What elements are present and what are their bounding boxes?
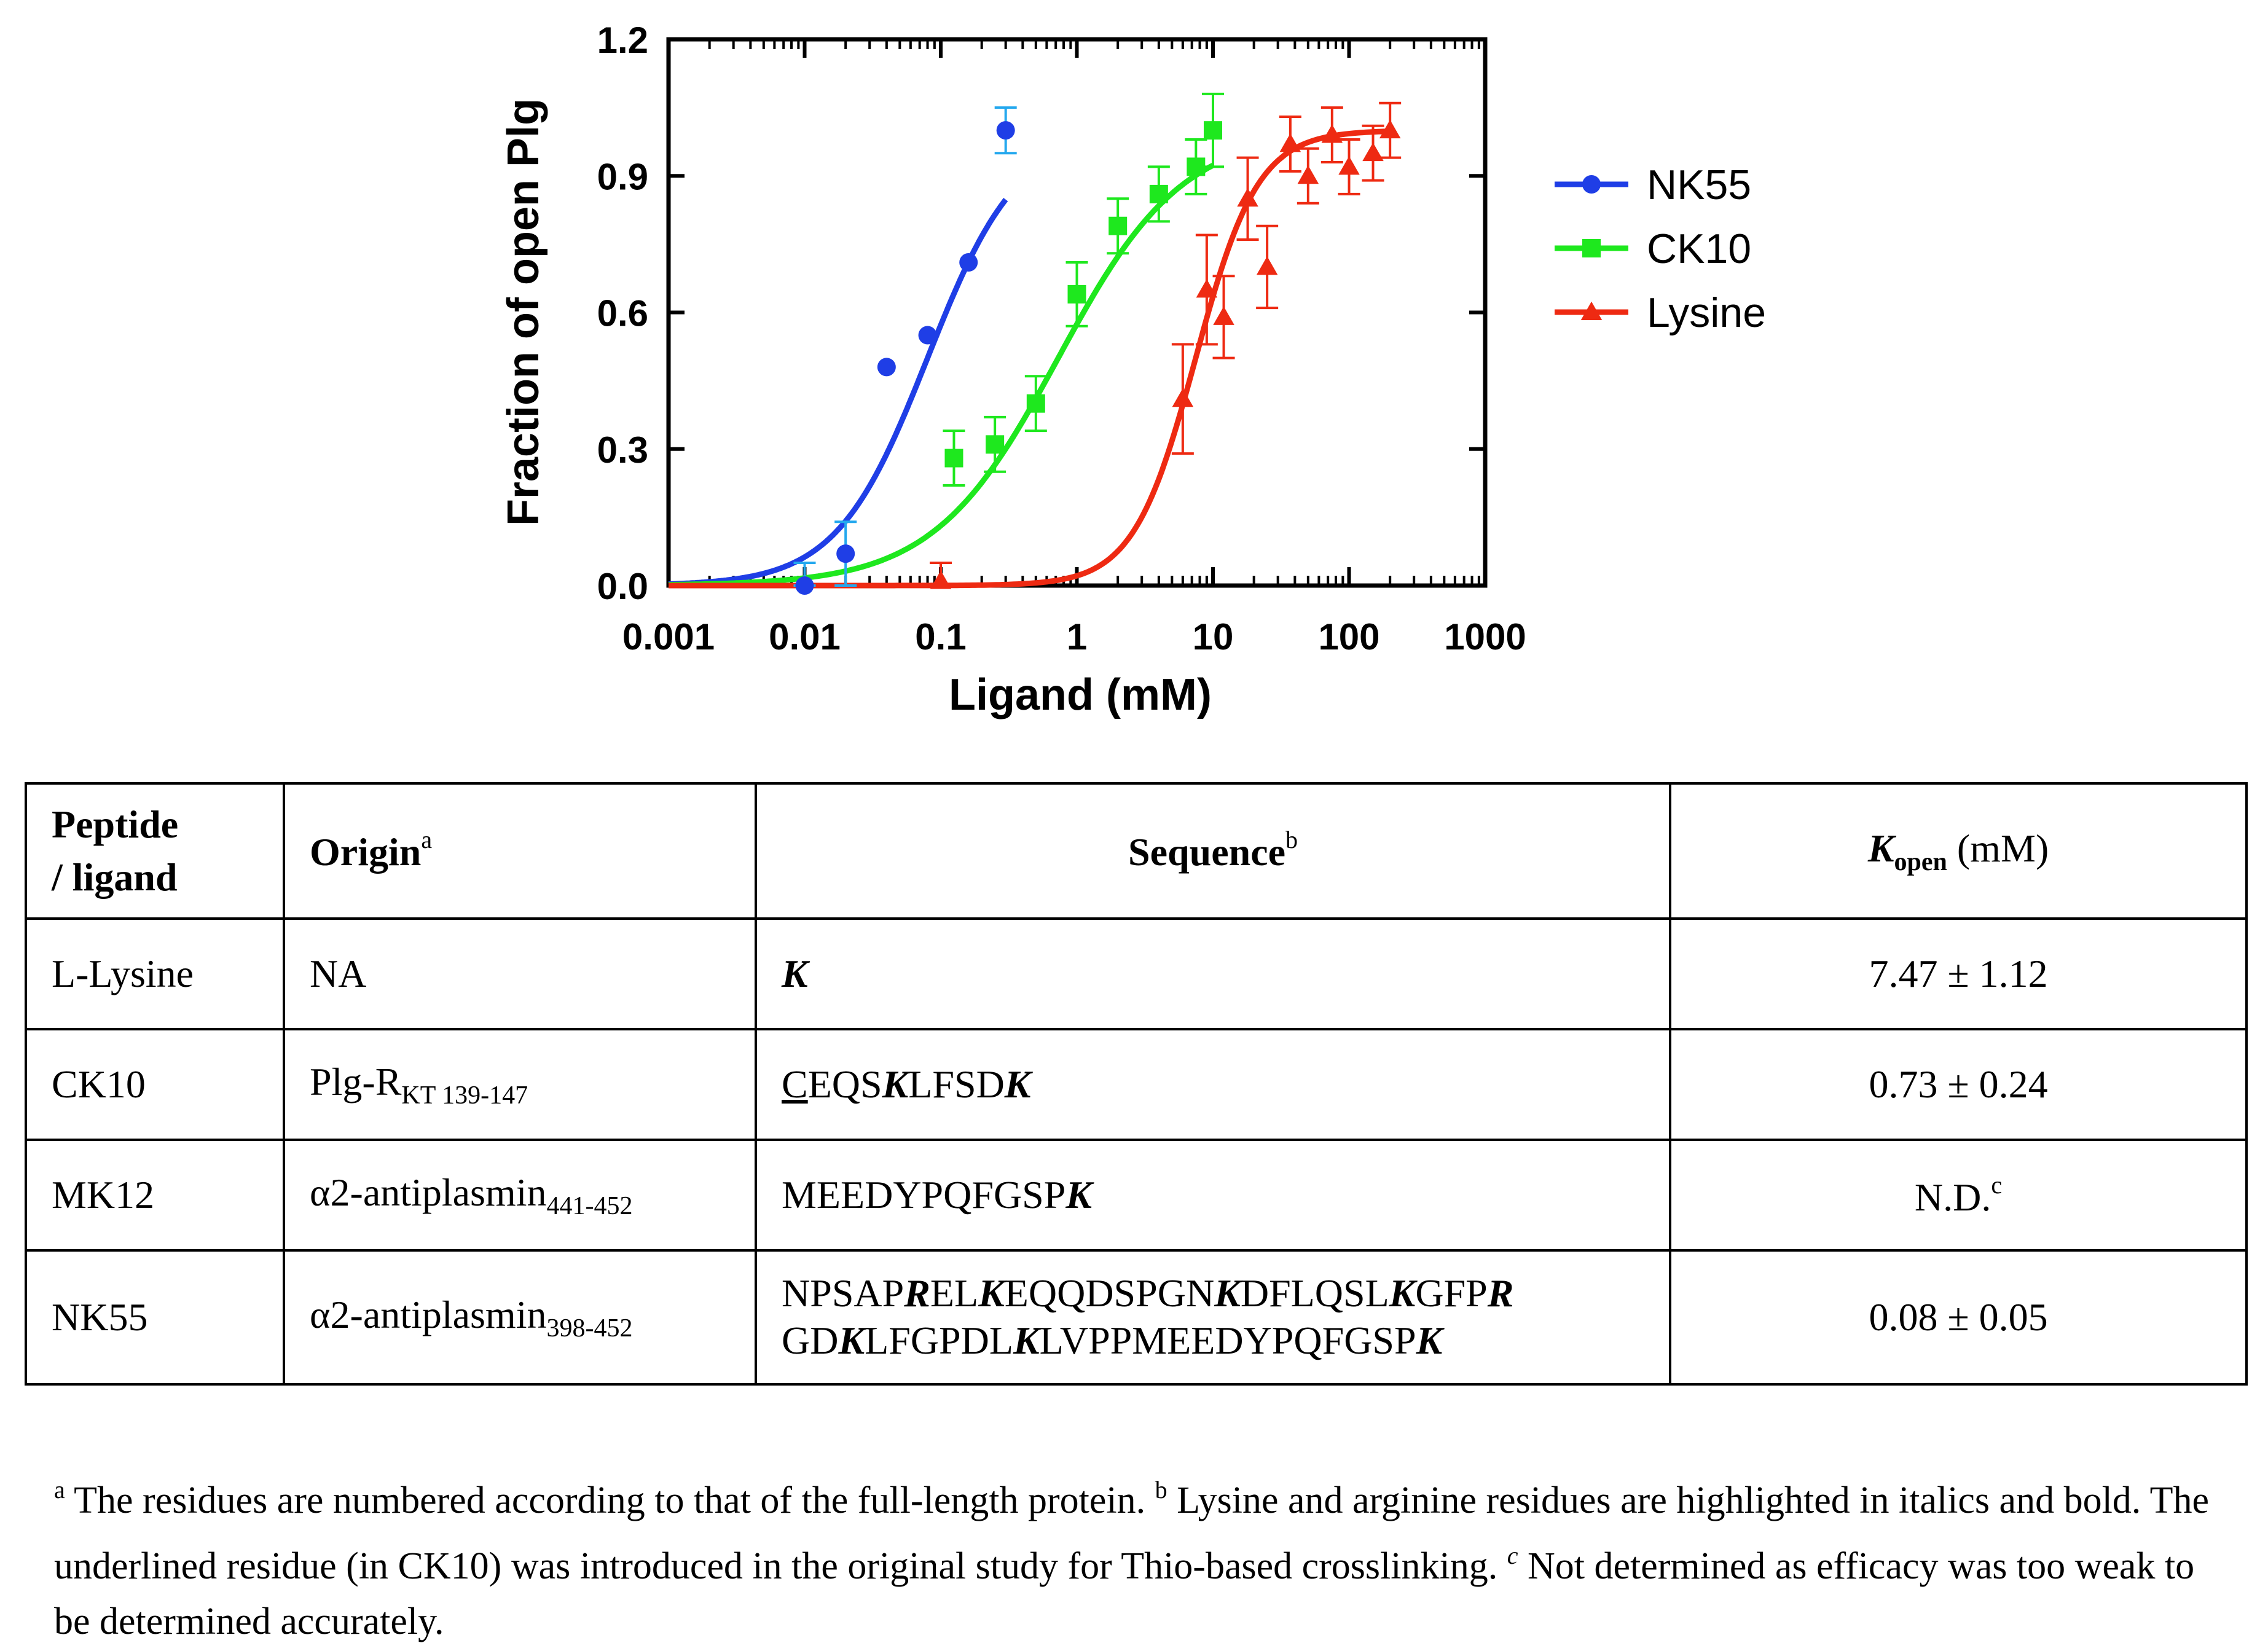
table-row: CK10 Plg-RKT 139-147 CEQSKLFSDK 0.73 ± 0.24	[25, 1028, 2248, 1141]
legend-marker-lysine	[1580, 301, 1603, 320]
cell-kopen: N.D.c	[1669, 1139, 2248, 1252]
data-point-lysine	[1297, 165, 1319, 184]
data-point-lysine	[930, 570, 952, 589]
data-point-ck10	[1187, 157, 1206, 176]
peptide-table: Peptide / ligand Origina Sequenceb Kopen…	[25, 782, 2248, 1386]
y-tick-label: 0.3	[597, 429, 648, 471]
x-tick-label: 100	[1318, 616, 1379, 657]
legend-label-nk55: NK55	[1647, 162, 1751, 208]
y-tick-label: 0.9	[597, 156, 648, 197]
cell-origin: α2-antiplasmin398-452	[283, 1249, 757, 1386]
data-point-ck10	[944, 449, 963, 468]
cell-sequence: CEQSKLFSDK	[755, 1028, 1671, 1141]
cell-sequence: MEEDYPQFGSPK	[755, 1139, 1671, 1252]
data-point-lysine	[1338, 156, 1360, 175]
header-sequence: Sequenceb	[755, 782, 1671, 920]
data-point-nk55	[877, 358, 896, 377]
cell-peptide: CK10	[25, 1028, 285, 1141]
table-row: NK55 α2-antiplasmin398-452 NPSAPRELKEQQDSP…	[25, 1249, 2248, 1386]
x-tick-label: 0.01	[769, 616, 841, 657]
y-tick-label: 0.6	[597, 293, 648, 334]
table-row: L-Lysine NA K 7.47 ± 1.12	[25, 917, 2248, 1030]
header-origin: Origina	[283, 782, 757, 920]
data-point-nk55	[918, 326, 937, 345]
data-point-ck10	[1204, 121, 1222, 140]
data-point-lysine	[1279, 133, 1301, 152]
x-tick-label: 1	[1067, 616, 1087, 657]
data-point-ck10	[1108, 216, 1128, 235]
y-tick-label: 0.0	[597, 566, 648, 607]
cell-sequence: K	[755, 917, 1671, 1030]
footnotes: a The residues are numbered according to…	[54, 1476, 2210, 1642]
cell-peptide: L-Lysine	[25, 917, 285, 1030]
tick-labels: 0.001 0.01 0.1 1 10 100 1000 0.0 0.3 0.6 0.9 1.2	[597, 20, 1526, 657]
cell-sequence: NPSAPRELKEQQDSPGNKDFLQSLKGFPR GDKLFGPDLKL…	[755, 1249, 1671, 1386]
table-header-row: Peptide / ligand Origina Sequenceb Kopen…	[25, 782, 2248, 920]
data-point-ck10	[1026, 394, 1045, 413]
x-axis-title: Ligand (mM)	[949, 670, 1212, 720]
data-point-ck10	[1149, 184, 1168, 203]
data-point-lysine	[1256, 256, 1278, 275]
cell-peptide: NK55	[25, 1249, 285, 1386]
legend-marker-ck10	[1582, 239, 1601, 257]
data-point-nk55	[836, 544, 855, 563]
x-tick-label: 0.001	[622, 616, 715, 657]
header-kopen: Kopen (mM)	[1669, 782, 2248, 920]
binding-curve-chart: 0.001 0.01 0.1 1 10 100 1000 0.0 0.3 0.6 0.9 1.2 Li…	[499, 20, 1766, 720]
data-point-lysine	[1379, 119, 1401, 139]
data-point-nk55	[996, 121, 1015, 140]
data-markers	[795, 119, 1401, 595]
fit-curves	[668, 128, 1391, 589]
error-bars	[793, 92, 1402, 587]
cell-origin: α2-antiplasmin441-452	[283, 1139, 757, 1252]
cell-origin: Plg-RKT 139-147	[283, 1028, 757, 1141]
cell-kopen: 0.73 ± 0.24	[1669, 1028, 2248, 1141]
fit-curve-ck10	[668, 163, 1215, 588]
data-point-lysine	[1213, 306, 1234, 325]
cell-origin: NA	[283, 917, 757, 1030]
data-point-ck10	[1067, 284, 1086, 304]
legend-marker-nk55	[1582, 175, 1601, 194]
data-point-lysine	[1321, 124, 1343, 143]
data-point-lysine	[1172, 388, 1194, 407]
data-point-lysine	[1237, 188, 1258, 207]
data-point-lysine	[1362, 142, 1384, 162]
x-tick-label: 0.1	[915, 616, 966, 657]
data-point-ck10	[986, 435, 1005, 454]
legend: NK55 CK10 Lysine	[1555, 162, 1766, 336]
legend-label-lysine: Lysine	[1647, 289, 1766, 336]
x-tick-label: 10	[1193, 616, 1234, 657]
table-row: MK12 α2-antiplasmin441-452 MEEDYPQFGSPK N.D…	[25, 1139, 2248, 1252]
cell-kopen: 0.08 ± 0.05	[1669, 1249, 2248, 1386]
fit-curve-lysine	[669, 128, 1391, 589]
legend-label-ck10: CK10	[1647, 225, 1751, 272]
header-peptide: Peptide / ligand	[25, 782, 285, 920]
data-point-lysine	[1196, 279, 1218, 298]
cell-kopen: 7.47 ± 1.12	[1669, 917, 2248, 1030]
fit-curve-nk55	[668, 198, 1008, 587]
x-tick-label: 1000	[1444, 616, 1526, 657]
y-axis-title: Fraction of open Plg	[499, 98, 548, 526]
cell-peptide: MK12	[25, 1139, 285, 1252]
y-tick-label: 1.2	[597, 20, 648, 61]
data-point-nk55	[795, 576, 814, 595]
data-point-nk55	[959, 253, 978, 272]
